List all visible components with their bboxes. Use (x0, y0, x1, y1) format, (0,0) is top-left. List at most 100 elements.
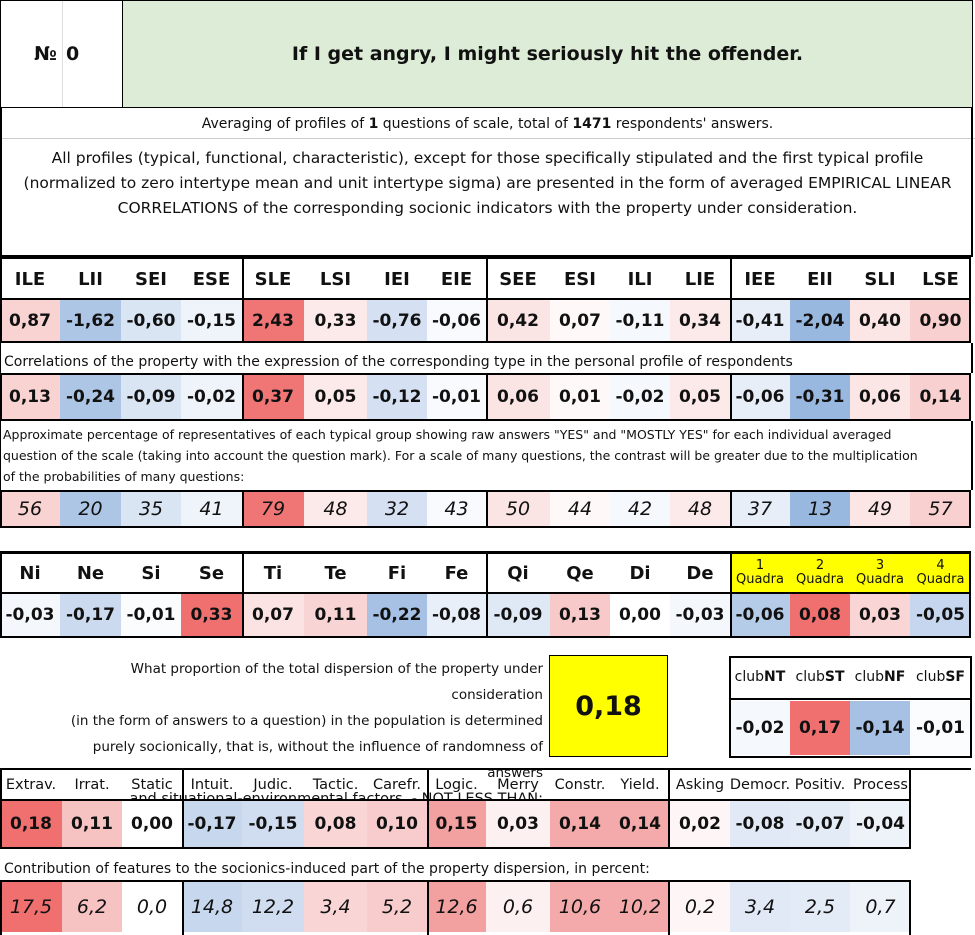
type-label-eie: EIE (440, 269, 473, 290)
profile-value-lsi: 0,33 (304, 300, 367, 341)
feature-label-democr: Democr. (729, 777, 791, 793)
pct-value-ili: 42 (610, 492, 670, 526)
feature-value-merry: 0,03 (486, 801, 550, 847)
function-value-qi: -0,09 (486, 594, 550, 636)
contrib-value-extrav: 17,5 (0, 882, 62, 932)
contrib-value-democr: 3,4 (730, 882, 790, 932)
contrib-value-positiv: 2,5 (790, 882, 850, 932)
function-label-te: Te (324, 562, 347, 584)
corr-value-eii: -0,31 (790, 375, 850, 419)
profile-value-ese: -0,15 (181, 300, 242, 341)
feature-label-positiv: Positiv. (794, 777, 846, 793)
feature-label-static: Static (131, 777, 173, 793)
type-label-eii: EII (807, 269, 833, 290)
pct-value-esi: 44 (550, 492, 610, 526)
profile-value-sli: 0,40 (850, 300, 910, 341)
pct-value-eii: 13 (790, 492, 850, 526)
contrib-value-asking: 0,2 (670, 882, 730, 932)
function-label-di: Di (629, 562, 651, 584)
function-value-ti: 0,07 (242, 594, 304, 636)
corr-value-sli: 0,06 (850, 375, 910, 419)
profile-value-ili: -0,11 (610, 300, 670, 341)
club-label-st: club ST (795, 669, 845, 685)
corr-value-ili: -0,02 (610, 375, 670, 419)
corr-value-iee: -0,06 (730, 375, 790, 419)
club-label-sf: club SF (915, 669, 965, 685)
header-frame (0, 0, 973, 108)
quadra-value-4: -0,05 (910, 594, 971, 636)
feature-value-positiv: -0,07 (790, 801, 850, 847)
profile-value-esi: 0,07 (550, 300, 610, 341)
function-label-ti: Ti (263, 562, 283, 584)
feature-value-extrav: 0,18 (0, 801, 62, 847)
number-label: № (34, 43, 57, 65)
quadra-value-2: 0,08 (790, 594, 850, 636)
dispersion-value-box: 0,18 (549, 655, 668, 757)
feature-value-static: 0,00 (122, 801, 182, 847)
function-label-se: Se (198, 562, 225, 584)
club-value-sf: -0,01 (910, 701, 971, 755)
type-label-lie: LIE (684, 269, 716, 290)
function-value-fi: -0,22 (367, 594, 427, 636)
pct-value-iee: 37 (730, 492, 790, 526)
profile-value-sei: -0,60 (121, 300, 181, 341)
feature-value-tactic: 0,08 (304, 801, 367, 847)
corr-value-lsi: 0,05 (304, 375, 367, 419)
type-label-ese: ESE (192, 269, 231, 290)
function-value-te: 0,11 (304, 594, 367, 636)
type-label-ile: ILE (14, 269, 46, 290)
question-title: If I get angry, I might seriously hit th… (291, 43, 804, 65)
function-value-de: -0,03 (670, 594, 730, 636)
corr-value-iei: -0,12 (367, 375, 427, 419)
feature-value-carefr: 0,10 (367, 801, 427, 847)
averaging-line: Averaging of profiles of 1 questions of … (201, 116, 774, 132)
type-label-lse: LSE (922, 269, 959, 290)
function-label-fe: Fe (444, 562, 469, 584)
contrib-value-yield: 10,2 (610, 882, 670, 932)
function-value-di: 0,00 (610, 594, 670, 636)
quadra-value-1: -0,06 (730, 594, 790, 636)
profile-value-lii: -1,62 (60, 300, 121, 341)
feature-label-irrat: Irrat. (74, 777, 110, 793)
corr-caption: Correlations of the property with the ex… (4, 354, 793, 370)
function-value-qe: 0,13 (550, 594, 610, 636)
feature-label-judic: Judic. (253, 777, 293, 793)
contrib-value-judic: 12,2 (242, 882, 304, 932)
function-label-fi: Fi (387, 562, 407, 584)
contrib-value-constr: 10,6 (550, 882, 610, 932)
corr-value-lse: 0,14 (910, 375, 971, 419)
profile-value-see: 0,42 (486, 300, 550, 341)
pct-value-sle: 79 (242, 492, 304, 526)
respondents-count: 1471 (572, 116, 612, 132)
feature-label-tactic: Tactic. (312, 777, 359, 793)
feature-value-process: -0,04 (850, 801, 911, 847)
pct-value-iei: 32 (367, 492, 427, 526)
feature-label-constr: Constr. (554, 777, 606, 793)
feature-label-yield: Yield. (620, 777, 660, 793)
number-value: 0 (66, 43, 80, 65)
corr-value-sei: -0,09 (121, 375, 181, 419)
corr-value-ile: 0,13 (0, 375, 60, 419)
feature-label-merry: Merry (497, 777, 539, 793)
profiles-note: All profiles (typical, functional, chara… (23, 149, 952, 217)
contrib-caption: Contribution of features to the socionic… (4, 861, 650, 877)
function-label-ni: Ni (19, 562, 41, 584)
feature-label-extrav: Extrav. (5, 777, 57, 793)
contrib-value-irrat: 6,2 (62, 882, 122, 932)
pct-value-eie: 43 (427, 492, 486, 526)
type-label-ili: ILI (627, 269, 653, 290)
contrib-value-merry: 0,6 (486, 882, 550, 932)
contrib-value-process: 0,7 (850, 882, 911, 932)
profile-value-ile: 0,87 (0, 300, 60, 341)
club-label-nf: club NF (854, 669, 906, 685)
type-label-lsi: LSI (319, 269, 352, 290)
pct-value-ese: 41 (181, 492, 242, 526)
corr-value-lii: -0,24 (60, 375, 121, 419)
contrib-value-carefr: 5,2 (367, 882, 427, 932)
corr-value-see: 0,06 (486, 375, 550, 419)
feature-label-intuit: Intuit. (190, 777, 234, 793)
function-value-fe: -0,08 (427, 594, 486, 636)
title-cell: If I get angry, I might seriously hit th… (122, 1, 972, 107)
pct-value-sei: 35 (121, 492, 181, 526)
number-label-cell: № (1, 1, 62, 107)
